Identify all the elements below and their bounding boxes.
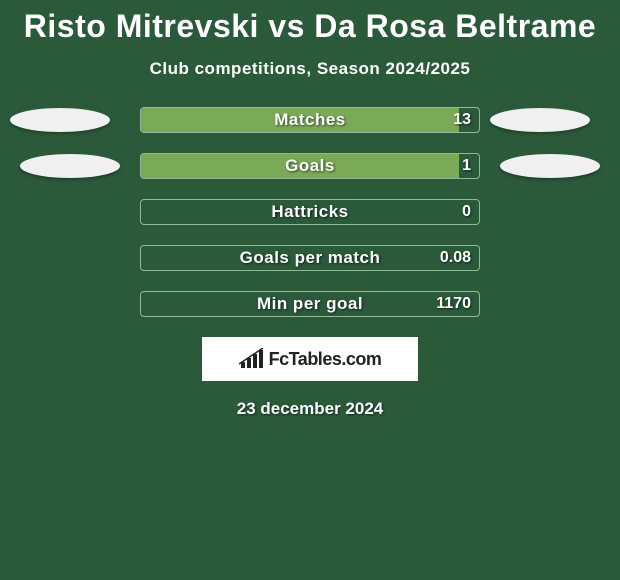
stat-value: 0 bbox=[462, 200, 471, 224]
player-right-marker bbox=[500, 154, 600, 178]
stat-value: 0.08 bbox=[440, 246, 471, 270]
stat-row: Min per goal 1170 bbox=[0, 291, 620, 317]
stat-label: Hattricks bbox=[141, 200, 479, 224]
stat-row: Matches 13 bbox=[0, 107, 620, 133]
brand-badge: FcTables.com bbox=[202, 337, 418, 381]
bar-chart-icon bbox=[239, 348, 265, 370]
stat-label: Matches bbox=[141, 108, 479, 132]
stat-row: Goals 1 bbox=[0, 153, 620, 179]
player-left-marker bbox=[10, 108, 110, 132]
stat-bar: Goals per match 0.08 bbox=[140, 245, 480, 271]
stat-value: 13 bbox=[453, 108, 471, 132]
player-right-marker bbox=[490, 108, 590, 132]
date-text: 23 december 2024 bbox=[0, 399, 620, 419]
stat-bar: Hattricks 0 bbox=[140, 199, 480, 225]
stat-value: 1 bbox=[462, 154, 471, 178]
brand-text: FcTables.com bbox=[269, 349, 382, 370]
comparison-infographic: Risto Mitrevski vs Da Rosa Beltrame Club… bbox=[0, 0, 620, 419]
stat-bar: Min per goal 1170 bbox=[140, 291, 480, 317]
stat-value: 1170 bbox=[436, 292, 471, 316]
stat-label: Min per goal bbox=[141, 292, 479, 316]
stat-bar: Matches 13 bbox=[140, 107, 480, 133]
stats-area: Matches 13 Goals 1 Hattricks 0 bbox=[0, 107, 620, 317]
stat-bar: Goals 1 bbox=[140, 153, 480, 179]
stat-label: Goals bbox=[141, 154, 479, 178]
stat-row: Goals per match 0.08 bbox=[0, 245, 620, 271]
page-title: Risto Mitrevski vs Da Rosa Beltrame bbox=[0, 0, 620, 45]
subtitle: Club competitions, Season 2024/2025 bbox=[0, 59, 620, 79]
player-left-marker bbox=[20, 154, 120, 178]
stat-label: Goals per match bbox=[141, 246, 479, 270]
stat-row: Hattricks 0 bbox=[0, 199, 620, 225]
